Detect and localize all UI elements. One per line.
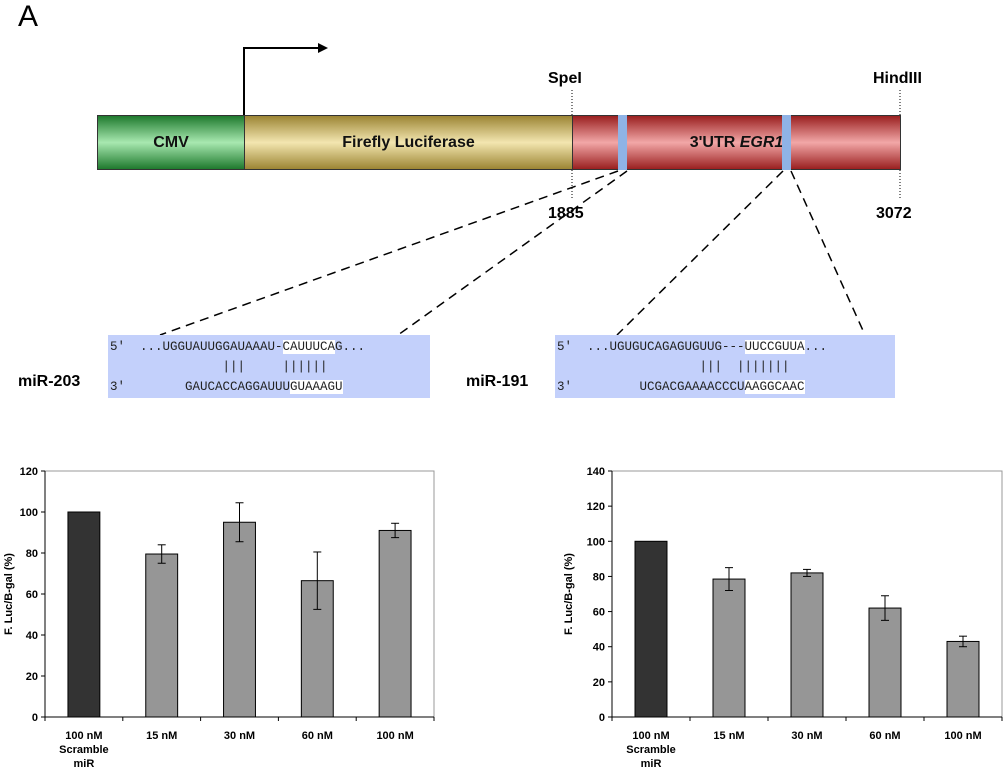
chart-mir203: 0 20 40 60 80 100 120 F. Luc/B-gal (%) 100 nM Scr… <box>3 466 435 768</box>
construct-lines <box>159 43 901 336</box>
hindiii-label: HindIII <box>873 70 922 87</box>
x-tick-label: 60 nM <box>302 730 333 742</box>
bar <box>868 607 902 718</box>
bar <box>67 511 101 718</box>
y-axis-label: F. Luc/B-gal (%) <box>3 553 15 635</box>
spei-label: SpeI <box>548 70 582 87</box>
x-tick-label: 100 nM <box>632 730 669 742</box>
luciferase-label: Firefly Luciferase <box>342 133 475 151</box>
x-tick-label: 15 nM <box>713 730 744 742</box>
mir191-site <box>782 115 791 170</box>
mir191-alignment: 5' ...UGUGUCAGAGUGUUG---UUCCGUUA... ||| … <box>555 335 895 398</box>
x-tick-label: Scramble <box>59 744 109 756</box>
chart-mir191: 0 20 40 60 80 100 120 140 F. Luc/B-gal (%) 100 nM… <box>563 466 1003 768</box>
x-tick-label: Scramble <box>626 744 676 756</box>
y-axis-label: F. Luc/B-gal (%) <box>563 553 575 635</box>
mir191-label: miR-191 <box>466 373 529 390</box>
bar <box>946 640 980 718</box>
bar <box>712 578 746 718</box>
y-tick-label: 100 <box>20 507 38 519</box>
mir203-label: miR-203 <box>18 373 81 390</box>
bar <box>634 540 668 718</box>
y-tick-label: 20 <box>26 671 38 683</box>
y-tick-label: 100 <box>587 536 605 548</box>
y-tick-label: 80 <box>593 571 605 583</box>
x-tick-label: miR <box>74 758 95 768</box>
y-tick-label: 40 <box>26 630 38 642</box>
cmv-segment: CMV <box>97 115 245 170</box>
x-tick-label: 60 nM <box>869 730 900 742</box>
y-tick-label: 20 <box>593 677 605 689</box>
position-end: 3072 <box>876 205 912 222</box>
y-tick-label: 120 <box>587 501 605 513</box>
zoom-lines <box>159 170 866 336</box>
x-tick-label: miR <box>641 758 662 768</box>
y-tick-label: 60 <box>593 607 605 619</box>
y-tick-label: 0 <box>599 712 605 724</box>
x-tick-label: 15 nM <box>146 730 177 742</box>
position-start: 1885 <box>548 205 584 222</box>
bar <box>145 553 179 718</box>
x-tick-label: 30 nM <box>224 730 255 742</box>
mir203-site <box>618 115 627 170</box>
y-tick-label: 60 <box>26 589 38 601</box>
mir203-alignment: 5' ...UGGUAUUGGAUAAAU-CAUUUCAG... ||| ||… <box>108 335 430 398</box>
y-tick-label: 80 <box>26 548 38 560</box>
utr-label: 3'UTR EGR1 <box>689 133 784 151</box>
x-tick-label: 100 nM <box>376 730 413 742</box>
x-tick-label: 100 nM <box>65 730 102 742</box>
y-tick-label: 140 <box>587 466 605 478</box>
x-tick-label: 100 nM <box>944 730 981 742</box>
bar <box>223 521 256 718</box>
x-tick-label: 30 nM <box>791 730 822 742</box>
bar <box>790 572 824 718</box>
y-tick-label: 0 <box>32 712 38 724</box>
y-tick-label: 120 <box>20 466 38 478</box>
promoter-arrow-icon <box>243 47 320 115</box>
cmv-label: CMV <box>153 133 189 151</box>
bar <box>378 529 412 718</box>
luciferase-segment: Firefly Luciferase <box>244 115 573 170</box>
arrow-head-icon <box>318 43 328 53</box>
panel-label: A <box>18 0 39 33</box>
y-tick-label: 40 <box>593 642 605 654</box>
